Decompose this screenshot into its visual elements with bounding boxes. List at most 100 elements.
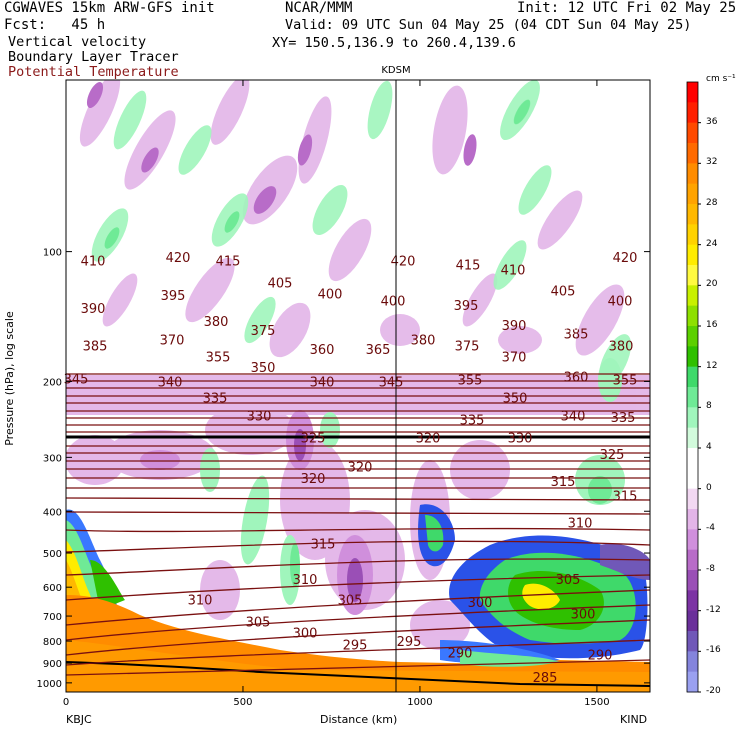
label-150: 150 — [78, 325, 93, 334]
theta-label: 310 — [568, 517, 593, 532]
label-150: 150 — [228, 325, 243, 334]
theta-label: 395 — [454, 299, 479, 314]
theta-label: 345 — [64, 373, 89, 388]
y-tick-label: 100 — [43, 248, 62, 259]
y-tick-label: 500 — [43, 549, 62, 560]
plot-frame — [65, 79, 651, 693]
theta-label: 350 — [251, 361, 276, 376]
theta-label: 320 — [416, 432, 441, 447]
theta-label: 380 — [204, 315, 229, 330]
theta-label: 300 — [468, 596, 493, 611]
theta-label: 360 — [310, 343, 335, 358]
forecast-hour: Fcst: 45 h — [4, 17, 106, 33]
x-tick-label: 0 — [63, 697, 69, 708]
colorbar-tick-label: 20 — [706, 279, 718, 290]
field-boundary-layer-tracer: Boundary Layer Tracer — [8, 49, 179, 65]
theta-label: 310 — [293, 573, 318, 588]
colorbar-tick-label: 0 — [706, 482, 712, 493]
colorbar-tick-label: 8 — [706, 401, 712, 412]
model-title: CGWAVES 15km ARW-GFS init — [4, 0, 215, 16]
theta-label: 290 — [588, 649, 613, 664]
colorbar-tick-label: 12 — [706, 360, 718, 371]
theta-label: 355 — [613, 374, 638, 389]
theta-label: 315 — [311, 537, 336, 552]
colorbar-tick-label: 4 — [706, 442, 712, 452]
init-time: Init: 12 UTC Fri 02 May 25 — [517, 0, 737, 16]
theta-label: 300 — [571, 607, 596, 622]
theta-label: 335 — [203, 392, 228, 407]
y-tick-label: 200 — [43, 377, 62, 388]
theta-label: 410 — [501, 263, 526, 278]
colorbar-tick-label: -8 — [706, 564, 715, 574]
field-vertical-velocity: Vertical velocity — [8, 34, 147, 50]
theta-label: 335 — [460, 413, 485, 428]
y-tick-label: 600 — [43, 583, 62, 594]
theta-label: 375 — [251, 324, 276, 339]
y-tick-label: 700 — [43, 612, 62, 623]
colorbar-tick-label: -16 — [706, 645, 721, 656]
field-potential-temperature: Potential Temperature — [8, 64, 179, 80]
theta-label: 305 — [246, 615, 271, 630]
theta-label: 370 — [502, 350, 527, 365]
kdsm-label: KDSM — [381, 65, 410, 76]
theta-label: 300 — [293, 627, 318, 642]
theta-label: 310 — [188, 593, 213, 608]
y-tick-label: 300 — [43, 453, 62, 464]
theta-label: 360 — [564, 371, 589, 386]
theta-label: 315 — [613, 490, 638, 505]
theta-label: 400 — [381, 295, 406, 310]
theta-label: 335 — [611, 411, 636, 426]
theta-label: 410 — [81, 255, 106, 270]
y-tick-label: 1000 — [37, 679, 62, 690]
colorbar-tick-label: -20 — [706, 686, 721, 696]
colorbar-unit: cm s⁻¹ — [706, 74, 736, 84]
label-150: 150 — [563, 325, 578, 334]
theta-label: 380 — [609, 339, 634, 354]
x-tick-label: 1500 — [584, 697, 609, 708]
theta-label: 415 — [456, 258, 481, 273]
y-tick-label: 400 — [43, 507, 62, 518]
theta-label: 375 — [455, 339, 480, 354]
theta-label: 355 — [458, 374, 483, 389]
theta-label: 420 — [391, 255, 416, 270]
y-tick-label: 900 — [43, 659, 62, 670]
left-endpoint: KBJC — [66, 713, 92, 726]
theta-label: 385 — [564, 328, 589, 343]
colorbar-tick-label: -12 — [706, 604, 721, 615]
colorbar-tick-label: -4 — [706, 523, 715, 534]
theta-label: 325 — [600, 448, 625, 463]
theta-label: 370 — [160, 334, 185, 349]
theta-label: 400 — [608, 295, 633, 310]
colorbar-tick-label: 32 — [706, 157, 718, 168]
potential-temperature-contours — [66, 373, 650, 676]
theta-label: 305 — [556, 573, 581, 588]
theta-label: 340 — [158, 375, 183, 390]
theta-label: 395 — [161, 289, 186, 304]
theta-label: 285 — [533, 671, 558, 686]
theta-label: 330 — [247, 410, 272, 425]
theta-label: 315 — [551, 475, 576, 490]
theta-label: 420 — [166, 251, 191, 266]
theta-label: 320 — [301, 472, 326, 487]
theta-label: 325 — [301, 432, 326, 447]
xy-range: XY= 150.5,136.9 to 260.4,139.6 — [272, 35, 516, 51]
theta-label: 295 — [397, 635, 422, 650]
theta-label: 415 — [216, 255, 241, 270]
colorbar-tick-label: 36 — [706, 116, 718, 127]
theta-label: 405 — [551, 284, 576, 299]
y-axis-title: Pressure (hPa), log scale — [2, 311, 16, 446]
theta-label: 355 — [206, 350, 231, 365]
theta-label: 340 — [310, 375, 335, 390]
x-axis-title: Distance (km) — [320, 713, 398, 726]
theta-label: 385 — [83, 339, 108, 354]
theta-label: 295 — [343, 639, 368, 654]
theta-label: 405 — [268, 277, 293, 292]
theta-label: 340 — [561, 410, 586, 425]
theta-label: 290 — [448, 646, 473, 661]
colorbar-tick-label: 16 — [706, 320, 718, 330]
theta-label: 390 — [502, 319, 527, 334]
theta-label: 390 — [81, 302, 106, 317]
y-tick-label: 800 — [43, 637, 62, 648]
organization: NCAR/MMM — [285, 0, 353, 16]
